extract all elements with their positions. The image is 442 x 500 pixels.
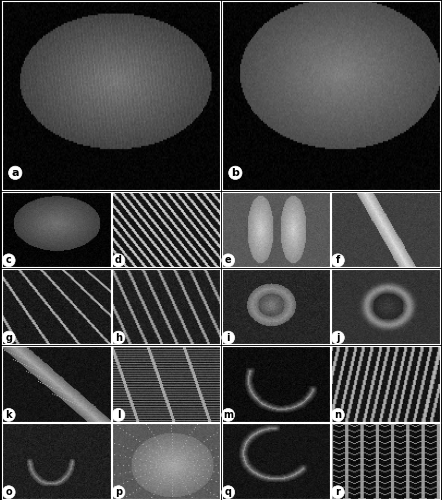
- Text: q: q: [225, 487, 232, 497]
- Text: g: g: [5, 332, 12, 342]
- Text: p: p: [115, 487, 122, 497]
- Text: f: f: [336, 256, 340, 266]
- Text: k: k: [5, 410, 12, 420]
- Text: n: n: [335, 410, 341, 420]
- Text: b: b: [232, 168, 239, 178]
- Text: h: h: [115, 332, 122, 342]
- Text: l: l: [117, 410, 120, 420]
- Text: o: o: [5, 487, 12, 497]
- Text: e: e: [225, 256, 232, 266]
- Text: j: j: [336, 332, 339, 342]
- Text: d: d: [115, 256, 122, 266]
- Text: r: r: [335, 487, 340, 497]
- Text: c: c: [6, 256, 11, 266]
- Text: m: m: [223, 410, 233, 420]
- Text: i: i: [226, 332, 230, 342]
- Text: a: a: [11, 168, 19, 178]
